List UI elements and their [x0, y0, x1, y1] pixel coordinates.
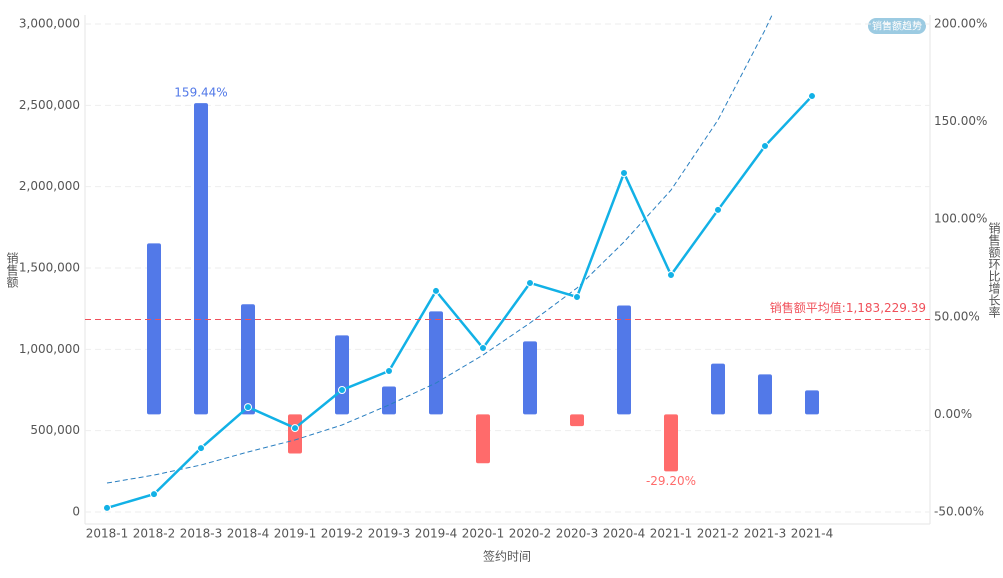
line-point — [338, 386, 346, 394]
line-point — [573, 292, 581, 301]
line-point — [620, 169, 628, 178]
data-label: 159.44% — [174, 86, 227, 100]
y2-axis-title: 销售额环比增长率 — [987, 222, 1001, 318]
bar — [617, 305, 631, 415]
x-tick-label: 2021-4 — [791, 527, 834, 541]
line-point — [385, 366, 393, 375]
x-tick-label: 2018-2 — [133, 527, 176, 541]
bar — [335, 335, 349, 415]
y2-tick-label: 0.00% — [934, 407, 972, 421]
line-point — [197, 444, 205, 453]
line-point — [667, 270, 675, 279]
line-point — [479, 344, 487, 353]
bar — [570, 414, 584, 427]
y-tick-label: 1,500,000 — [19, 261, 80, 275]
bar — [147, 243, 161, 415]
x-tick-label: 2020-3 — [556, 527, 599, 541]
x-tick-label: 2019-2 — [321, 527, 364, 541]
line — [106, 95, 813, 510]
line-point — [291, 424, 299, 433]
x-tick-label: 2020-4 — [603, 527, 646, 541]
x-tick-label: 2019-1 — [274, 527, 317, 541]
y2-tick-label: 150.00% — [934, 114, 987, 128]
x-tick-label: 2020-2 — [509, 527, 552, 541]
legend-button[interactable] — [868, 18, 926, 34]
bar — [476, 414, 490, 464]
x-tick-label: 2021-3 — [744, 527, 787, 541]
bar — [241, 304, 255, 415]
bar — [805, 390, 819, 415]
legend-label[interactable]: 销售额趋势 — [872, 20, 922, 33]
line-point — [714, 205, 722, 214]
y2-tick-label: 50.00% — [934, 309, 980, 323]
y-tick-label: 2,500,000 — [19, 98, 80, 112]
bar — [664, 414, 678, 472]
y2-tick-label: 200.00% — [934, 17, 987, 31]
line-point — [432, 286, 440, 295]
line-point — [103, 503, 111, 512]
x-axis-title: 签约时间 — [483, 549, 531, 564]
x-tick-label: 2020-1 — [462, 527, 505, 541]
bar — [429, 311, 443, 415]
x-tick-label: 2021-1 — [650, 527, 693, 541]
y2-tick-label: 100.00% — [934, 212, 987, 226]
line-point — [150, 490, 158, 499]
y-tick-label: 3,000,000 — [19, 17, 80, 31]
y2-tick-label: -50.00% — [934, 505, 984, 519]
line-point — [808, 92, 816, 101]
x-tick-label: 2019-4 — [415, 527, 458, 541]
x-tick-label: 2018-1 — [86, 527, 129, 541]
y-tick-label: 1,000,000 — [19, 342, 80, 356]
y-axis-title: 销售额 — [5, 252, 19, 289]
y-tick-label: 500,000 — [30, 423, 80, 437]
bar — [194, 103, 208, 415]
line-point — [761, 142, 769, 150]
x-tick-label: 2019-3 — [368, 527, 411, 541]
y-tick-label: 2,000,000 — [19, 179, 80, 193]
bar — [758, 374, 772, 415]
bar — [382, 386, 396, 415]
bar — [711, 363, 725, 415]
x-tick-label: 2018-4 — [227, 527, 270, 541]
x-tick-label: 2021-2 — [697, 527, 740, 541]
data-label: -29.20% — [646, 474, 696, 488]
line-point — [526, 278, 534, 287]
bar — [523, 341, 537, 415]
average-label: 销售额平均值:1,183,229.39 — [770, 300, 926, 315]
y-tick-label: 0 — [72, 505, 80, 519]
trend-line — [106, 15, 773, 484]
line-point — [244, 403, 252, 412]
bar — [288, 414, 302, 454]
x-tick-label: 2018-3 — [180, 527, 223, 541]
